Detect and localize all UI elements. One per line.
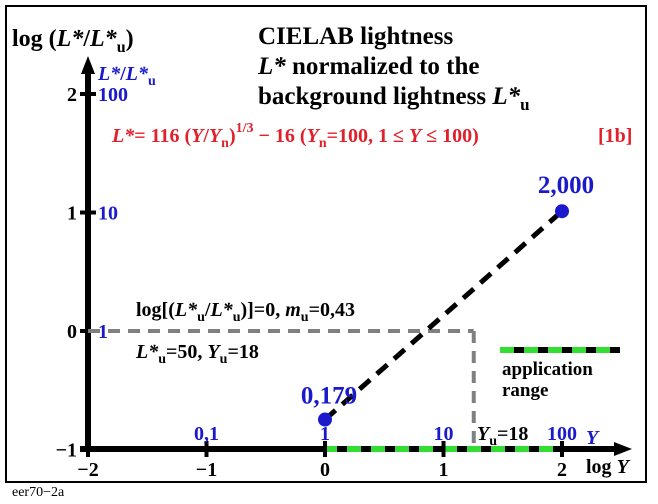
reference-label-1: log[(L*u/L*u)]=0, mu=0,43 xyxy=(136,299,355,325)
y-axis-arrow xyxy=(81,56,95,74)
reference-label-2: L*u=50, Yu=18 xyxy=(135,341,259,367)
y-tick-label: −1 xyxy=(56,440,77,462)
x-axis-arrow xyxy=(614,442,632,456)
figure-code: eer70−2a xyxy=(12,485,65,500)
series-line xyxy=(323,209,564,422)
chart-title-line-2: L* normalized to the xyxy=(257,53,480,80)
x-tick-label: 0 xyxy=(320,459,330,481)
chart-title-line-1: CIELAB lightness xyxy=(258,23,453,50)
yu-label: Yu=18 xyxy=(477,423,528,449)
x-ticks: −2 −1 0 1 2 0,1 1 10 100 xyxy=(77,423,577,481)
data-point xyxy=(318,412,332,427)
y-tick-label: 1 xyxy=(67,203,77,225)
data-point xyxy=(555,204,569,219)
formula-text: L*= 116 (Y/Yn)1/3 − 16 (Yn=100, 1 ≤ Y ≤ … xyxy=(111,121,479,151)
y-linear-tick-label: 1 xyxy=(98,321,108,343)
x-axis-label: log Y xyxy=(586,456,631,478)
x-linear-tick-label: 10 xyxy=(434,423,454,445)
legend-label-2: range xyxy=(502,380,548,401)
x-tick-label: 2 xyxy=(557,459,567,481)
y-tick-label: 0 xyxy=(67,321,77,343)
y-linear-tick-label: 10 xyxy=(98,203,118,225)
x-tick-label: 1 xyxy=(439,459,449,481)
y-axis-label: log (L*/L*u) xyxy=(12,26,134,56)
y-axis-linear-label: L*/L*u xyxy=(97,63,156,89)
data-point-label: 2,000 xyxy=(538,172,594,199)
legend-label-1: application xyxy=(502,359,593,380)
chart-frame xyxy=(5,5,647,483)
x-linear-tick-label: 1 xyxy=(320,423,330,445)
x-tick-label: −2 xyxy=(77,459,98,481)
x-linear-tick-label: 0,1 xyxy=(194,423,219,445)
data-points: 0,179 2,000 xyxy=(301,172,594,427)
y-tick-label: 2 xyxy=(67,84,77,106)
x-axis-linear-label: Y xyxy=(586,427,600,449)
chart-title-line-3: background lightness L*u xyxy=(258,83,530,114)
y-linear-tick-label: 100 xyxy=(98,84,128,106)
x-linear-tick-label: 100 xyxy=(547,423,577,445)
data-point-label: 0,179 xyxy=(301,383,357,410)
x-tick-label: −1 xyxy=(196,459,217,481)
formula-tag: [1b] xyxy=(598,125,632,147)
